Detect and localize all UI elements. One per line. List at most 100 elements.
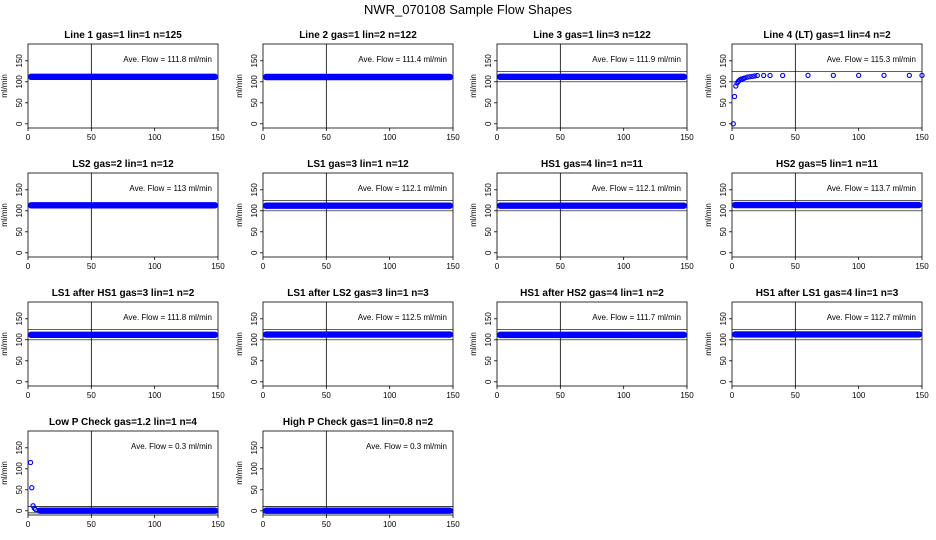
data-point	[906, 72, 912, 79]
x-tick-label: 100	[851, 262, 865, 271]
y-tick-label: 50	[250, 98, 259, 107]
x-tick-label: 150	[680, 133, 694, 142]
average-flow-annotation: Ave. Flow = 111.4 ml/min	[358, 55, 447, 64]
x-tick-label: 150	[211, 391, 225, 400]
average-flow-annotation: Ave. Flow = 115.3 ml/min	[826, 55, 915, 64]
y-tick-label: 150	[250, 183, 259, 197]
y-tick-label: 50	[719, 356, 728, 365]
y-tick-label: 0	[15, 121, 24, 126]
y-tick-label: 100	[719, 333, 728, 347]
x-tick-label: 100	[148, 391, 162, 400]
data-point	[30, 503, 36, 509]
y-tick-label: 150	[719, 183, 728, 197]
y-tick-label: 0	[484, 121, 493, 126]
flow-chart-panel: Line 3 gas=1 lin=3 n=122 ml/min 0 50 100 150 0…	[469, 30, 694, 142]
x-tick-label: 0	[260, 520, 265, 529]
y-tick-label: 0	[250, 250, 259, 255]
flow-chart-panel: HS1 after LS1 gas=4 lin=1 n=3 ml/min 0 50 10…	[704, 288, 929, 400]
y-tick-label: 100	[484, 333, 493, 347]
data-points-band	[262, 202, 453, 209]
y-tick-label: 0	[719, 250, 728, 255]
y-tick-label: 50	[15, 98, 24, 107]
data-point	[779, 72, 785, 79]
data-points-band	[497, 331, 687, 339]
average-flow-annotation: Ave. Flow = 112.5 ml/min	[357, 313, 446, 322]
x-tick-label: 0	[260, 262, 265, 271]
chart-title: LS1 after HS1 gas=3 lin=1 n=2	[52, 288, 195, 299]
x-tick-label: 0	[26, 391, 31, 400]
y-tick-label: 50	[484, 356, 493, 365]
x-tick-label: 100	[382, 391, 396, 400]
y-axis-label: ml/min	[0, 203, 9, 227]
average-flow-annotation: Ave. Flow = 111.8 ml/min	[123, 313, 212, 322]
y-tick-label: 50	[15, 356, 24, 365]
x-tick-label: 0	[260, 133, 265, 142]
y-tick-label: 50	[484, 227, 493, 236]
plot-frame	[262, 430, 453, 516]
data-points-band	[497, 202, 687, 209]
x-tick-label: 100	[148, 520, 162, 529]
y-tick-label: 150	[250, 441, 259, 455]
y-tick-label: 150	[250, 54, 259, 68]
y-axis-label: ml/min	[235, 461, 244, 485]
plot-frame	[731, 301, 922, 387]
average-flow-annotation: Ave. Flow = 111.9 ml/min	[592, 55, 681, 64]
data-points-band	[28, 202, 218, 209]
y-axis-label: ml/min	[0, 461, 9, 485]
chart-title: HS2 gas=5 lin=1 n=11	[775, 159, 877, 170]
y-tick-label: 100	[15, 204, 24, 218]
y-tick-label: 50	[719, 98, 728, 107]
y-axis-label: ml/min	[0, 74, 9, 98]
average-flow-annotation: Ave. Flow = 0.3 ml/min	[131, 442, 212, 451]
y-tick-label: 0	[15, 379, 24, 384]
x-tick-label: 100	[382, 262, 396, 271]
x-tick-label: 0	[729, 262, 734, 271]
y-axis-label: ml/min	[0, 332, 9, 356]
y-tick-label: 50	[250, 485, 259, 494]
y-tick-label: 0	[15, 508, 24, 513]
y-tick-label: 50	[15, 227, 24, 236]
data-point	[766, 72, 773, 79]
data-points-band	[262, 331, 453, 338]
x-tick-label: 150	[446, 133, 460, 142]
x-tick-label: 50	[790, 262, 799, 271]
data-point	[760, 72, 766, 79]
plot-frame	[496, 172, 688, 258]
y-tick-label: 150	[484, 54, 493, 68]
x-tick-label: 50	[87, 133, 96, 142]
x-tick-label: 50	[87, 262, 96, 271]
y-tick-label: 100	[484, 204, 493, 218]
x-tick-label: 100	[617, 262, 631, 271]
data-point	[27, 459, 34, 466]
x-tick-label: 150	[446, 262, 460, 271]
y-tick-label: 100	[15, 75, 24, 89]
data-points-band	[497, 73, 687, 81]
x-tick-label: 150	[211, 520, 225, 529]
y-tick-label: 100	[250, 462, 259, 476]
y-tick-label: 150	[250, 312, 259, 326]
y-axis-label: ml/min	[704, 203, 713, 227]
y-axis-label: ml/min	[704, 74, 713, 98]
plot-frame	[27, 43, 219, 129]
chart-title: LS1 after LS2 gas=3 lin=1 n=3	[287, 288, 429, 299]
x-tick-label: 150	[680, 262, 694, 271]
y-tick-label: 0	[15, 250, 24, 255]
plot-frame	[27, 172, 219, 258]
plot-frame	[27, 301, 219, 387]
y-tick-label: 100	[15, 333, 24, 347]
flow-chart-panel: LS1 after LS2 gas=3 lin=1 n=3 ml/min 0 50 10…	[235, 288, 460, 400]
data-point	[751, 73, 757, 79]
data-points-band	[262, 507, 453, 514]
y-tick-label: 0	[719, 121, 728, 126]
data-point	[730, 121, 736, 127]
plot-frame	[496, 301, 688, 387]
data-point	[855, 72, 861, 79]
x-tick-label: 150	[446, 391, 460, 400]
y-tick-label: 0	[250, 508, 259, 513]
y-tick-label: 50	[15, 485, 24, 494]
page-title: NWR_070108 Sample Flow Shapes	[363, 2, 573, 17]
y-tick-label: 50	[250, 227, 259, 236]
chart-title: Line 2 gas=1 lin=2 n=122	[299, 30, 417, 41]
y-tick-label: 100	[15, 462, 24, 476]
chart-title: HS1 gas=4 lin=1 n=11	[541, 159, 643, 170]
